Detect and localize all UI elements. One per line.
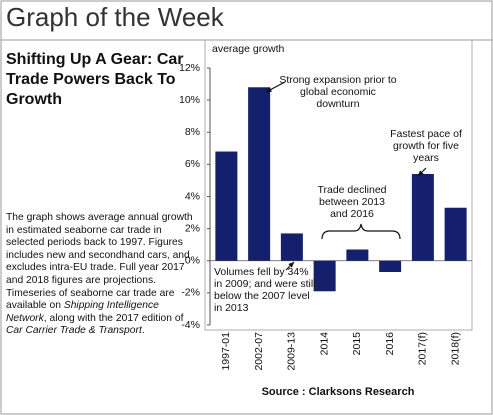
annotation: Fastest pace of	[390, 128, 462, 140]
y-tick-label: 8%	[185, 126, 200, 138]
arrow-head	[288, 262, 294, 268]
bar	[280, 233, 303, 261]
annotation: Strong expansion prior to	[279, 74, 396, 86]
page-title: Graph of the Week	[6, 2, 224, 32]
source: Source : Clarksons Research	[262, 386, 415, 398]
annotation: in 2013	[214, 302, 249, 314]
annotation: global economic	[300, 86, 376, 98]
bar	[215, 151, 238, 261]
bar	[411, 174, 434, 261]
x-tick-label: 2017(f)	[417, 332, 429, 365]
y-axis-label: average growth	[212, 43, 285, 55]
description-text: , along with the 2017 edition of	[43, 312, 184, 324]
x-tick-label: 2009-13	[286, 332, 298, 371]
bar	[248, 87, 271, 261]
annotation: between 2013	[319, 196, 385, 208]
arrow-head	[266, 87, 272, 92]
x-tick-label: 2002-07	[253, 332, 265, 371]
sidebar-title: Shifting Up A Gear: Car Trade Powers Bac…	[6, 51, 184, 108]
annotation: downturn	[316, 98, 359, 110]
y-tick-label: 10%	[179, 94, 200, 106]
y-tick-label: 6%	[185, 158, 200, 170]
description-text: Car Carrier Trade & Transport	[6, 325, 142, 337]
description: The graph shows average annual growth in…	[6, 212, 202, 338]
y-tick-label: -4%	[181, 319, 200, 331]
bar	[313, 260, 336, 292]
annotation: in 2009; and were still	[214, 278, 316, 290]
annotation: years	[413, 152, 439, 164]
annotation: and 2016	[330, 208, 374, 220]
bar	[346, 249, 369, 261]
bar	[379, 260, 402, 272]
description-text: Shipping Intelligence Network	[6, 300, 159, 324]
annotation: growth for five	[393, 140, 459, 152]
y-tick-label: 0%	[185, 255, 200, 267]
annotation: Trade declined	[317, 184, 386, 196]
brace	[321, 223, 401, 240]
y-tick-label: 12%	[179, 62, 200, 74]
x-tick-label: 2016	[384, 332, 396, 356]
bar	[444, 207, 467, 261]
x-tick-label: 1997-01	[220, 332, 232, 371]
y-tick-label: 4%	[185, 190, 200, 202]
x-tick-label: 2018(f)	[449, 332, 461, 365]
y-tick-label: -2%	[181, 287, 200, 299]
x-tick-label: 2015	[351, 332, 363, 356]
description-text: .	[141, 325, 145, 337]
y-tick-label: 2%	[185, 222, 200, 234]
plot-frame	[204, 39, 473, 331]
arrow-head	[418, 170, 424, 176]
description-text: The graph shows average annual growth in…	[6, 212, 193, 312]
annotation: Volumes fell by 34%	[214, 266, 309, 278]
x-tick-label: 2014	[318, 332, 330, 356]
annotation: below the 2007 level	[214, 290, 310, 302]
